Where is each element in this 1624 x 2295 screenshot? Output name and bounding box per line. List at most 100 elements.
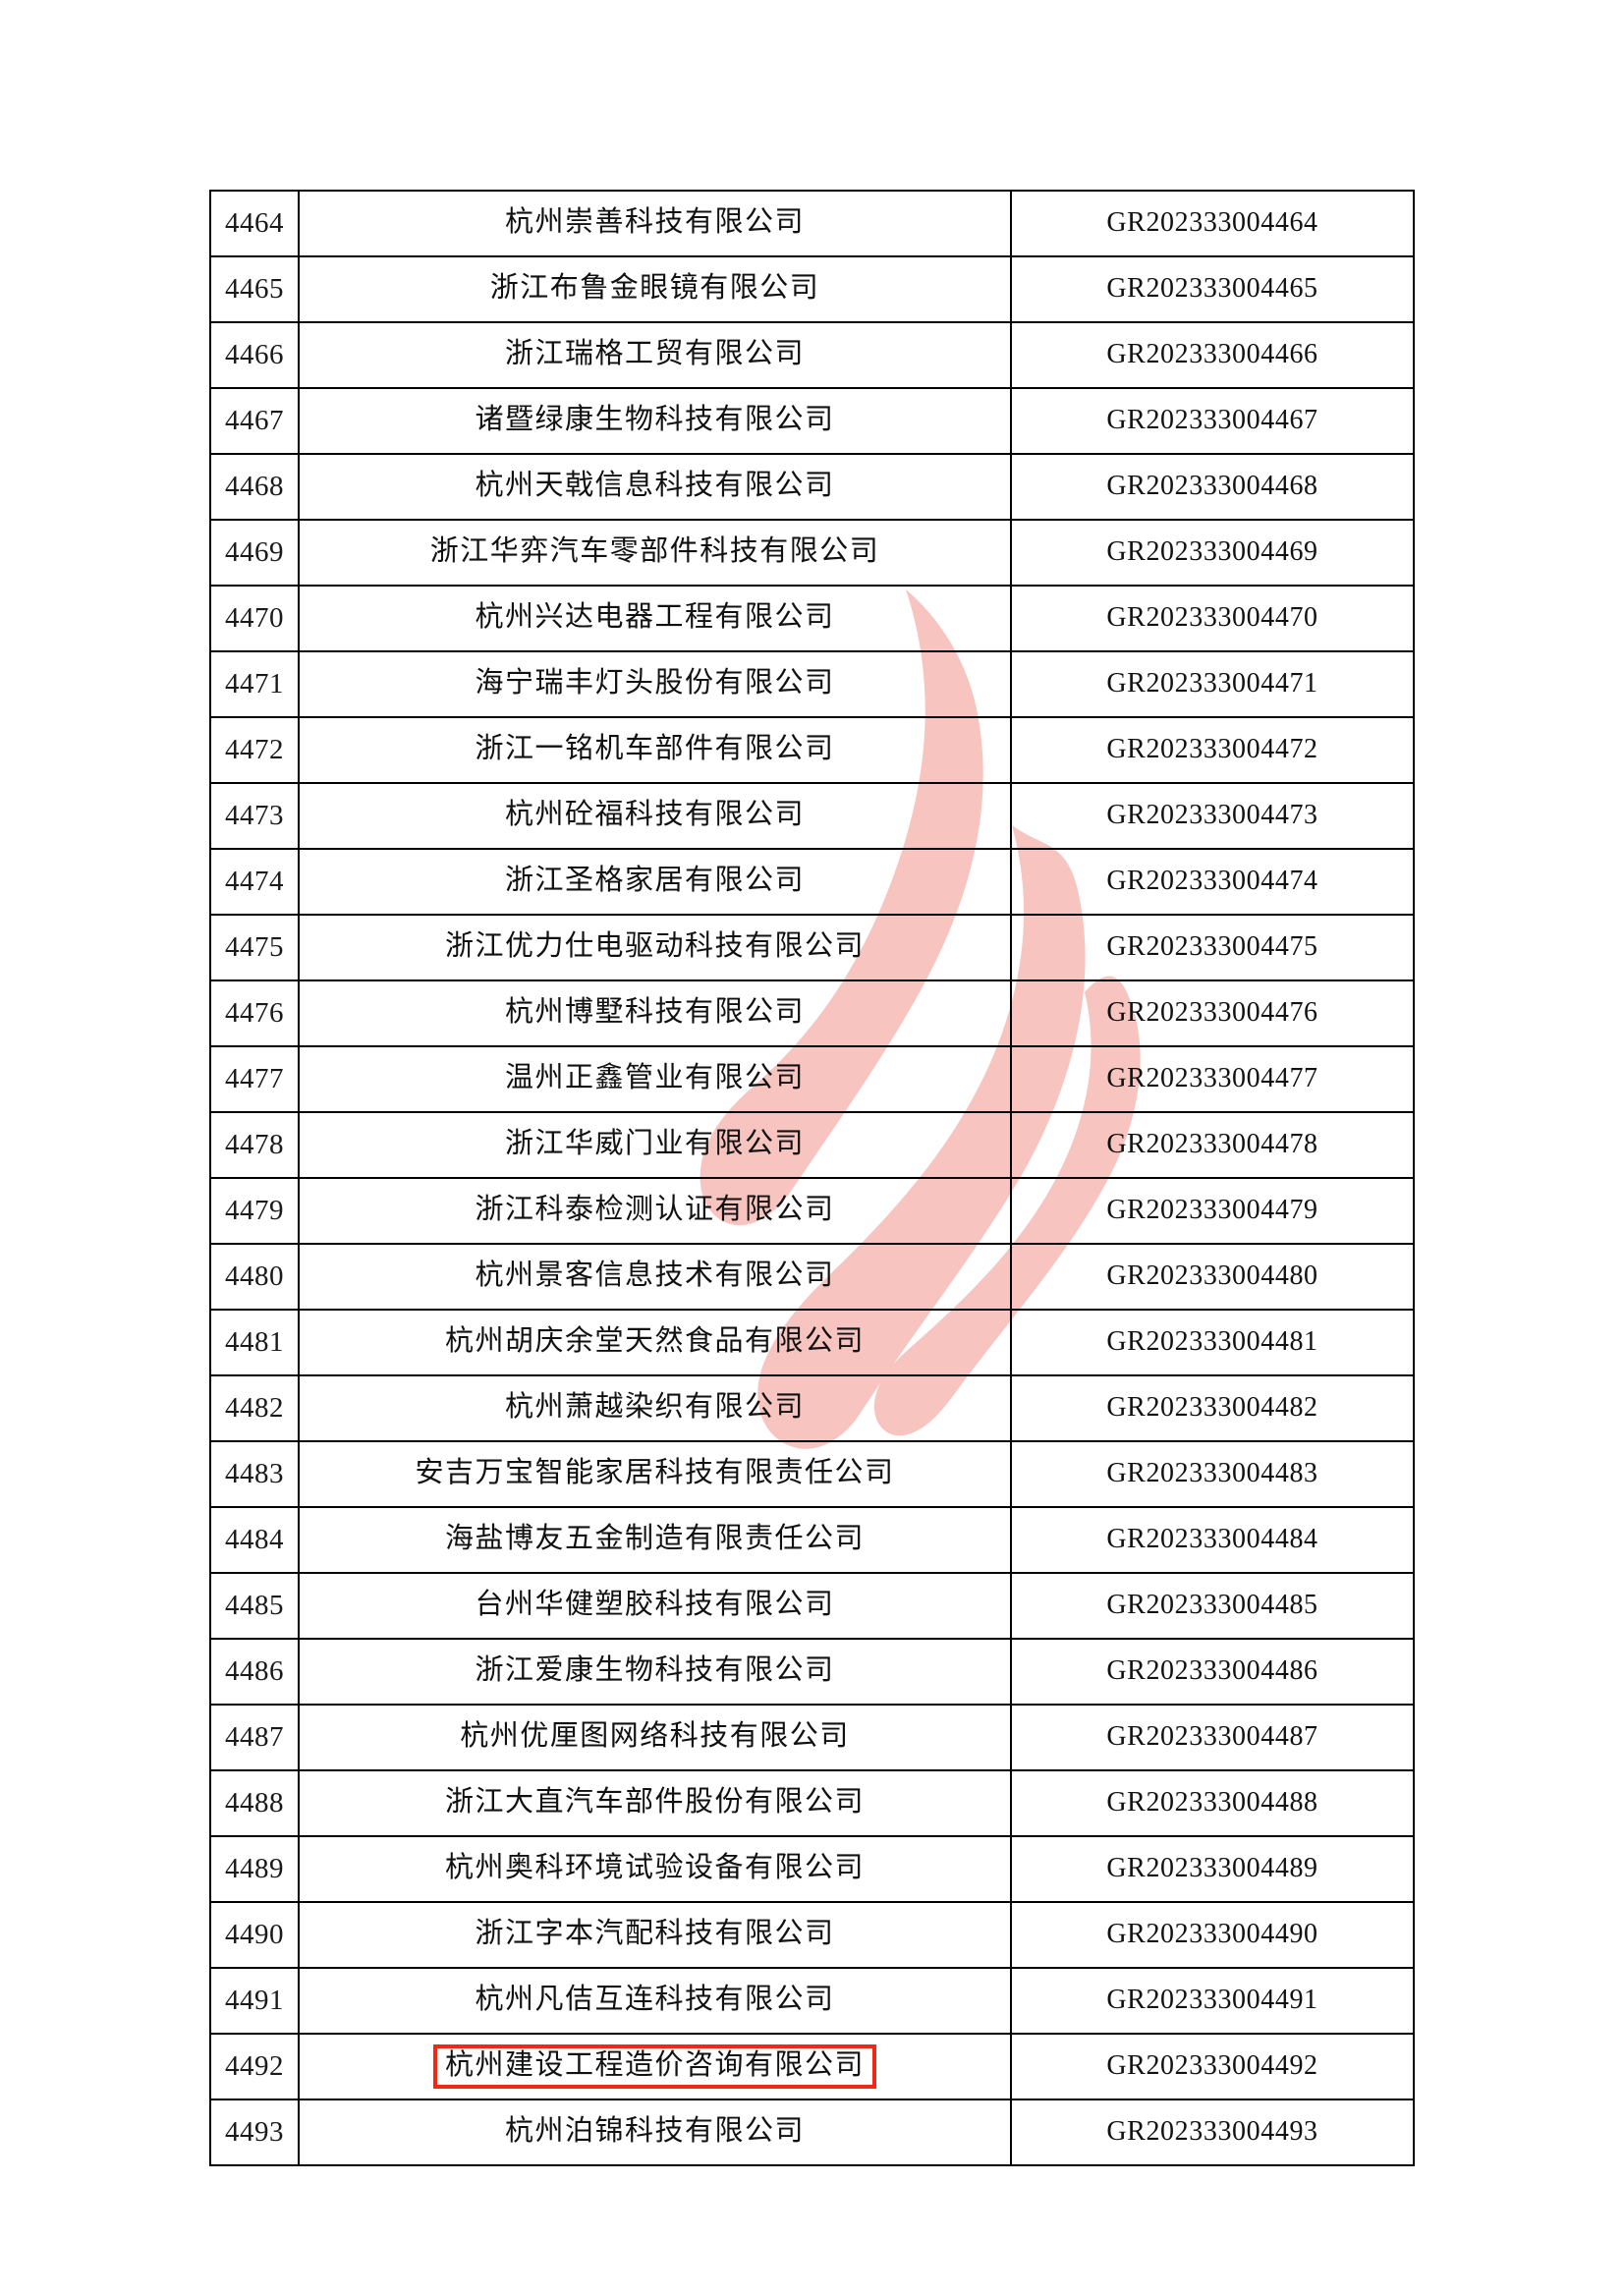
row-certificate-number: GR202333004464 — [1010, 190, 1415, 257]
table-row: 4482 杭州萧越染织有限公司 GR202333004482 — [209, 1374, 1415, 1442]
row-company-name: 浙江大直汽车部件股份有限公司 — [298, 1769, 1012, 1837]
company-name-text: 杭州凡佶互连科技有限公司 — [475, 1983, 835, 2015]
table-row: 4466 浙江瑞格工贸有限公司 GR202333004466 — [209, 321, 1415, 389]
row-certificate-number: GR202333004467 — [1010, 387, 1415, 455]
row-certificate-number: GR202333004484 — [1010, 1506, 1415, 1574]
row-certificate-number: GR202333004473 — [1010, 782, 1415, 850]
row-certificate-number: GR202333004487 — [1010, 1704, 1415, 1771]
row-company-name: 海盐博友五金制造有限责任公司 — [298, 1506, 1012, 1574]
company-name-text: 浙江爱康生物科技有限公司 — [475, 1653, 835, 1686]
company-name-text: 浙江瑞格工贸有限公司 — [504, 337, 805, 369]
row-sequence-number: 4477 — [209, 1045, 300, 1113]
company-name-text: 杭州萧越染织有限公司 — [504, 1390, 805, 1423]
company-name-text: 杭州崇善科技有限公司 — [504, 205, 805, 238]
company-name-text: 海盐博友五金制造有限责任公司 — [444, 1522, 865, 1554]
row-certificate-number: GR202333004466 — [1010, 321, 1415, 389]
row-certificate-number: GR202333004472 — [1010, 716, 1415, 784]
row-sequence-number: 4473 — [209, 782, 300, 850]
row-company-name: 杭州奥科环境试验设备有限公司 — [298, 1835, 1012, 1903]
table-row: 4470 杭州兴达电器工程有限公司 GR202333004470 — [209, 585, 1415, 652]
row-company-name: 安吉万宝智能家居科技有限责任公司 — [298, 1440, 1012, 1508]
row-certificate-number: GR202333004469 — [1010, 519, 1415, 587]
row-sequence-number: 4490 — [209, 1901, 300, 1969]
row-sequence-number: 4492 — [209, 2033, 300, 2100]
row-company-name: 杭州泊锦科技有限公司 — [298, 2099, 1012, 2166]
row-sequence-number: 4487 — [209, 1704, 300, 1771]
company-name-text: 浙江华威门业有限公司 — [504, 1127, 805, 1159]
row-certificate-number: GR202333004477 — [1010, 1045, 1415, 1113]
row-certificate-number: GR202333004480 — [1010, 1243, 1415, 1311]
row-company-name: 杭州胡庆余堂天然食品有限公司 — [298, 1309, 1012, 1376]
row-sequence-number: 4472 — [209, 716, 300, 784]
row-sequence-number: 4467 — [209, 387, 300, 455]
row-certificate-number: GR202333004470 — [1010, 585, 1415, 652]
row-sequence-number: 4489 — [209, 1835, 300, 1903]
row-certificate-number: GR202333004485 — [1010, 1572, 1415, 1640]
row-company-name: 海宁瑞丰灯头股份有限公司 — [298, 650, 1012, 718]
row-company-name: 温州正鑫管业有限公司 — [298, 1045, 1012, 1113]
company-name-text: 海宁瑞丰灯头股份有限公司 — [475, 666, 835, 699]
row-company-name: 浙江布鲁金眼镜有限公司 — [298, 255, 1012, 323]
company-name-text: 杭州兴达电器工程有限公司 — [475, 600, 835, 633]
table-row: 4486 浙江爱康生物科技有限公司 GR202333004486 — [209, 1638, 1415, 1706]
row-company-name: 浙江华弈汽车零部件科技有限公司 — [298, 519, 1012, 587]
row-company-name: 台州华健塑胶科技有限公司 — [298, 1572, 1012, 1640]
row-company-name: 浙江科泰检测认证有限公司 — [298, 1177, 1012, 1245]
row-company-name: 杭州兴达电器工程有限公司 — [298, 585, 1012, 652]
row-company-name: 浙江一铭机车部件有限公司 — [298, 716, 1012, 784]
table-row: 4487 杭州优厘图网络科技有限公司 GR202333004487 — [209, 1704, 1415, 1771]
row-sequence-number: 4480 — [209, 1243, 300, 1311]
row-certificate-number: GR202333004475 — [1010, 914, 1415, 981]
company-name-text: 杭州砼福科技有限公司 — [504, 798, 805, 830]
row-company-name: 浙江华威门业有限公司 — [298, 1111, 1012, 1179]
row-company-name: 浙江圣格家居有限公司 — [298, 848, 1012, 916]
row-certificate-number: GR202333004478 — [1010, 1111, 1415, 1179]
row-company-name: 浙江字本汽配科技有限公司 — [298, 1901, 1012, 1969]
table-row: 4485 台州华健塑胶科技有限公司 GR202333004485 — [209, 1572, 1415, 1640]
table-row: 4469 浙江华弈汽车零部件科技有限公司 GR202333004469 — [209, 519, 1415, 587]
row-certificate-number: GR202333004483 — [1010, 1440, 1415, 1508]
row-certificate-number: GR202333004492 — [1010, 2033, 1415, 2100]
row-company-name: 杭州天戟信息科技有限公司 — [298, 453, 1012, 521]
table-row: 4472 浙江一铭机车部件有限公司 GR202333004472 — [209, 716, 1415, 784]
row-certificate-number: GR202333004489 — [1010, 1835, 1415, 1903]
certification-table: 4464 杭州崇善科技有限公司 GR202333004464 4465 浙江布鲁金眼镜有… — [209, 190, 1415, 2166]
company-name-text: 浙江科泰检测认证有限公司 — [475, 1193, 835, 1225]
company-name-text: 浙江字本汽配科技有限公司 — [475, 1917, 835, 1949]
company-name-text: 浙江一铭机车部件有限公司 — [475, 732, 835, 764]
table-row: 4484 海盐博友五金制造有限责任公司 GR202333004484 — [209, 1506, 1415, 1574]
table-row: 4473 杭州砼福科技有限公司 GR202333004473 — [209, 782, 1415, 850]
row-certificate-number: GR202333004491 — [1010, 1967, 1415, 2035]
highlight-box: 杭州建设工程造价咨询有限公司 — [432, 2043, 876, 2090]
certification-table-container: 4464 杭州崇善科技有限公司 GR202333004464 4465 浙江布鲁金眼镜有… — [209, 190, 1415, 2166]
table-row: 4493 杭州泊锦科技有限公司 GR202333004493 — [209, 2099, 1415, 2166]
company-name-text: 杭州景客信息技术有限公司 — [475, 1259, 835, 1291]
table-row: 4488 浙江大直汽车部件股份有限公司 GR202333004488 — [209, 1769, 1415, 1837]
row-sequence-number: 4474 — [209, 848, 300, 916]
row-sequence-number: 4479 — [209, 1177, 300, 1245]
row-sequence-number: 4485 — [209, 1572, 300, 1640]
row-certificate-number: GR202333004465 — [1010, 255, 1415, 323]
table-row: 4464 杭州崇善科技有限公司 GR202333004464 — [209, 190, 1415, 257]
company-name-text: 杭州博墅科技有限公司 — [504, 995, 805, 1028]
table-row: 4491 杭州凡佶互连科技有限公司 GR202333004491 — [209, 1967, 1415, 2035]
company-name-text: 杭州胡庆余堂天然食品有限公司 — [444, 1324, 865, 1357]
company-name-text: 安吉万宝智能家居科技有限责任公司 — [415, 1456, 895, 1488]
company-name-text: 杭州天戟信息科技有限公司 — [475, 469, 835, 501]
row-certificate-number: GR202333004488 — [1010, 1769, 1415, 1837]
company-name-text: 浙江布鲁金眼镜有限公司 — [489, 271, 820, 304]
row-sequence-number: 4475 — [209, 914, 300, 981]
row-certificate-number: GR202333004486 — [1010, 1638, 1415, 1706]
company-name-text: 杭州泊锦科技有限公司 — [504, 2114, 805, 2147]
row-sequence-number: 4466 — [209, 321, 300, 389]
row-sequence-number: 4468 — [209, 453, 300, 521]
company-name-text: 浙江大直汽车部件股份有限公司 — [444, 1785, 865, 1818]
row-company-name: 杭州优厘图网络科技有限公司 — [298, 1704, 1012, 1771]
row-sequence-number: 4464 — [209, 190, 300, 257]
row-sequence-number: 4470 — [209, 585, 300, 652]
table-row: 4476 杭州博墅科技有限公司 GR202333004476 — [209, 980, 1415, 1047]
table-row: 4475 浙江优力仕电驱动科技有限公司 GR202333004475 — [209, 914, 1415, 981]
row-certificate-number: GR202333004476 — [1010, 980, 1415, 1047]
table-row: 4465 浙江布鲁金眼镜有限公司 GR202333004465 — [209, 255, 1415, 323]
company-name-text: 杭州奥科环境试验设备有限公司 — [444, 1851, 865, 1883]
